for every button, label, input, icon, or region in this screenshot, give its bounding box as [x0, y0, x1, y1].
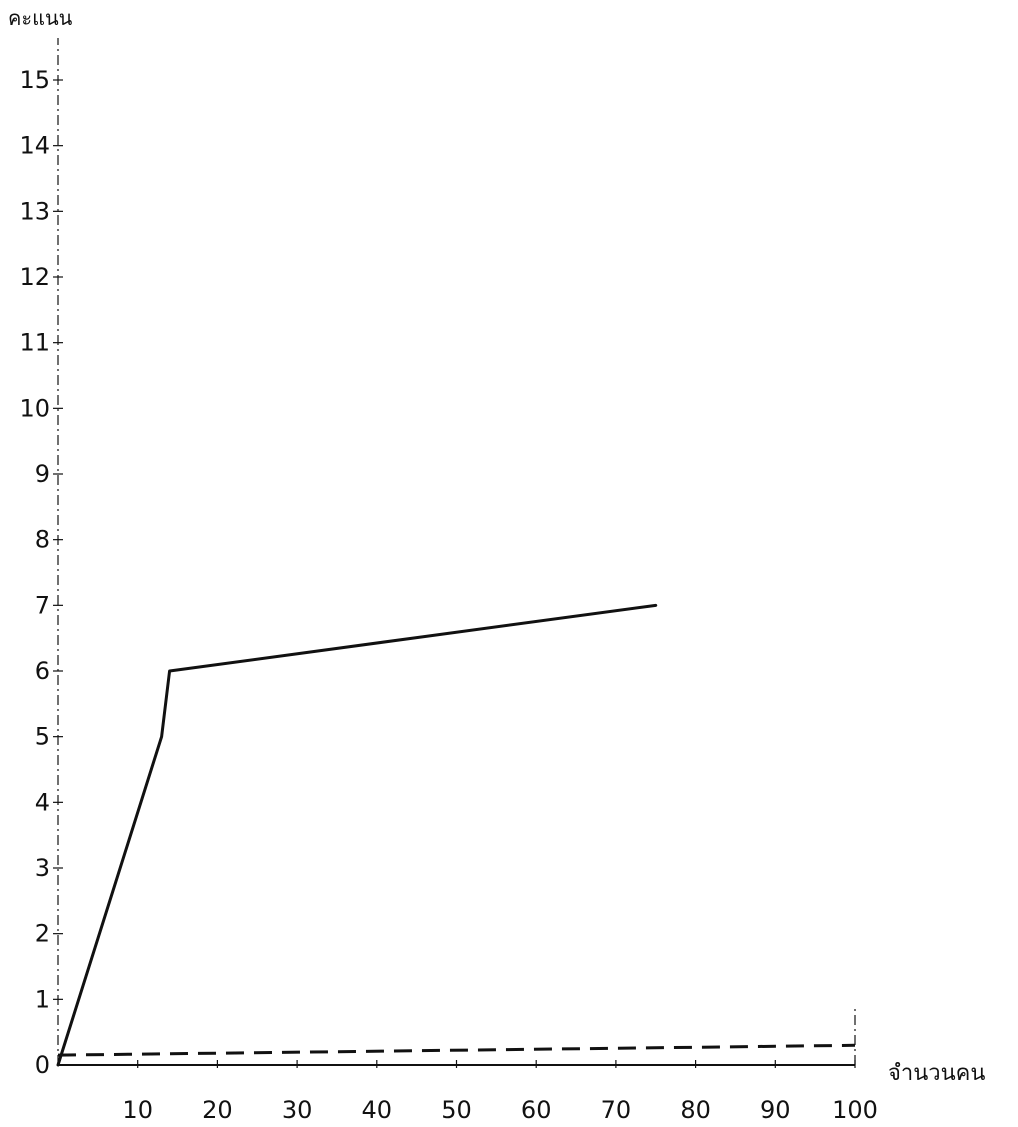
x-axis-label: จำนวนคน [888, 1061, 985, 1086]
x-tick-label: 10 [122, 1096, 153, 1124]
x-tick-label: 40 [362, 1096, 393, 1124]
y-axis-label: คะแนน [8, 6, 73, 30]
y-tick-label: 12 [19, 263, 50, 291]
y-tick-label: 2 [35, 920, 50, 948]
y-tick-label: 3 [35, 854, 50, 882]
x-tick-label: 80 [680, 1096, 711, 1124]
axes [57, 38, 856, 1066]
dashed-series-line [57, 1043, 856, 1057]
y-tick-label: 9 [35, 460, 50, 488]
y-tick-label: 8 [35, 526, 50, 554]
y-tick-label: 7 [35, 591, 50, 619]
y-tick-label: 5 [35, 723, 50, 751]
y-tick-label: 11 [19, 329, 50, 357]
x-tick-label: 60 [521, 1096, 552, 1124]
x-tick-label: 90 [760, 1096, 791, 1124]
x-tick-label: 70 [601, 1096, 632, 1124]
x-tick-label: 20 [202, 1096, 233, 1124]
y-tick-label: 6 [35, 657, 50, 685]
solid-series-line [56, 603, 658, 1067]
x-tick-label: 30 [282, 1096, 313, 1124]
labels: คะแนน จำนวนคน [8, 6, 985, 1086]
series [56, 603, 856, 1067]
y-tick-label: 14 [19, 132, 50, 160]
y-tick-label: 15 [19, 66, 50, 94]
x-tick-label: 100 [832, 1096, 878, 1124]
x-tick-label: 50 [441, 1096, 472, 1124]
y-tick-label: 1 [35, 985, 50, 1013]
y-tick-label: 13 [19, 197, 50, 225]
y-tick-label: 4 [35, 788, 50, 816]
y-tick-label: 10 [19, 394, 50, 422]
y-tick-label: 0 [35, 1051, 50, 1079]
